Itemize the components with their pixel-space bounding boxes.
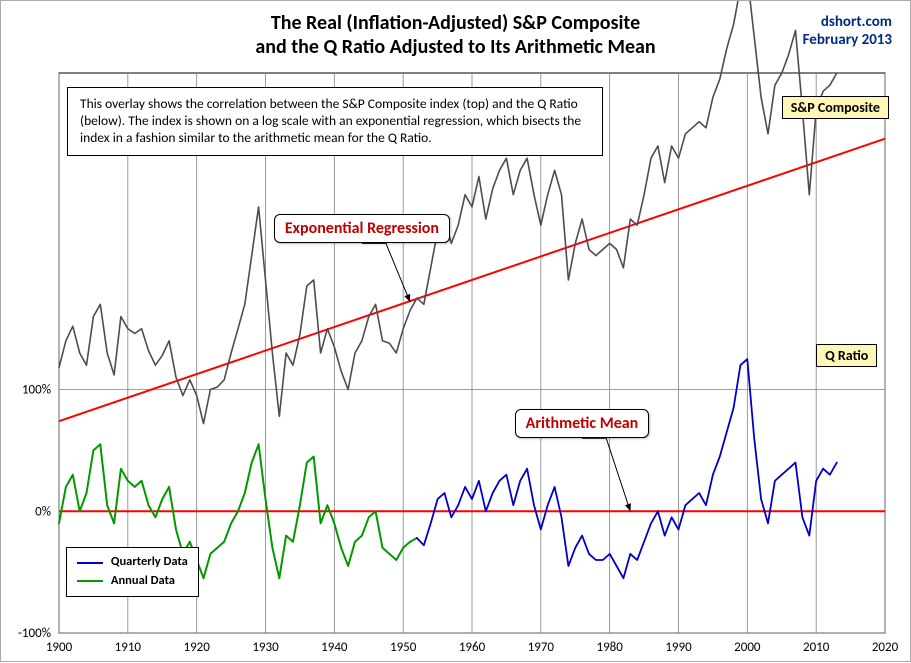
svg-text:1910: 1910 <box>115 640 142 655</box>
svg-text:2000: 2000 <box>734 640 761 655</box>
svg-text:2010: 2010 <box>803 640 830 655</box>
svg-text:1960: 1960 <box>459 640 486 655</box>
svg-text:100%: 100% <box>22 383 51 398</box>
svg-text:-100%: -100% <box>18 626 51 641</box>
series-tag-q-ratio: Q Ratio <box>816 344 877 367</box>
callout-arithmetic-mean: Arithmetic Mean <box>515 409 650 438</box>
svg-text:0%: 0% <box>35 504 51 519</box>
series-tag-sp-composite: S&P Composite <box>782 96 889 119</box>
svg-text:1990: 1990 <box>665 640 692 655</box>
chart-root: The Real (Inflation-Adjusted) S&P Compos… <box>0 0 911 662</box>
svg-text:1920: 1920 <box>183 640 210 655</box>
svg-text:1940: 1940 <box>321 640 348 655</box>
legend: Quarterly DataAnnual Data <box>66 547 199 597</box>
description-box: This overlay shows the correlation betwe… <box>67 87 603 156</box>
svg-text:1950: 1950 <box>390 640 417 655</box>
svg-text:2020: 2020 <box>872 640 899 655</box>
svg-text:1900: 1900 <box>46 640 73 655</box>
svg-text:1930: 1930 <box>252 640 279 655</box>
callout-exponential-regression: Exponential Regression <box>274 214 450 243</box>
svg-text:1970: 1970 <box>528 640 555 655</box>
svg-text:1980: 1980 <box>596 640 623 655</box>
